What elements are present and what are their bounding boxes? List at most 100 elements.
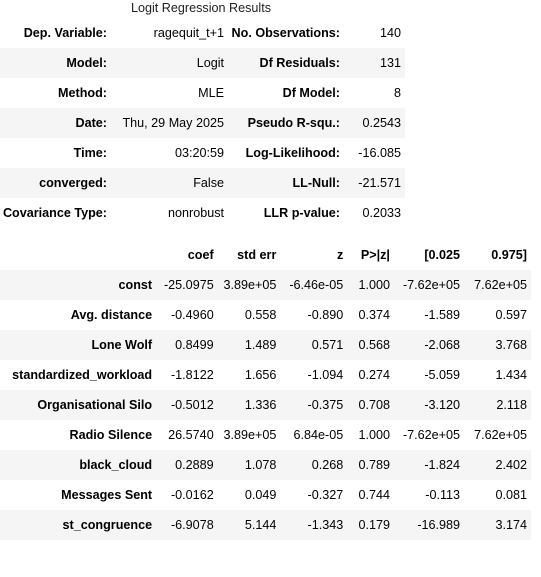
p-value: 0.179 bbox=[347, 510, 394, 540]
summary-label: Covariance Type: bbox=[2, 206, 107, 220]
ci-upper-value: 3.174 bbox=[464, 510, 531, 540]
z-value: 6.84e-05 bbox=[293, 428, 344, 442]
summary-value: 03:20:59 bbox=[174, 146, 224, 160]
summary-row: Date: Thu, 29 May 2025 Pseudo R-squ.: 0.254… bbox=[0, 108, 405, 138]
summary-row: Method: MLE Df Model: 8 bbox=[0, 78, 405, 108]
p-value: 0.374 bbox=[358, 308, 390, 322]
coef-value: -0.5012 bbox=[156, 390, 218, 420]
std-err-value: 1.078 bbox=[217, 450, 281, 480]
summary-label: LL-Null: bbox=[228, 168, 344, 198]
z-value: 0.268 bbox=[280, 450, 348, 480]
coef-row: st_congruence -6.9078 5.144 -1.343 0.179 -16.… bbox=[0, 510, 531, 540]
summary-value: ragequit_t+1 bbox=[153, 26, 224, 40]
summary-value: 8 bbox=[393, 86, 401, 100]
variable-name: Messages Sent bbox=[61, 488, 153, 502]
summary-label: Dep. Variable: bbox=[23, 26, 107, 40]
summary-row: converged: False LL-Null: -21.571 bbox=[0, 168, 405, 198]
std-err-value: 1.489 bbox=[217, 330, 281, 360]
p-value: 0.708 bbox=[347, 390, 394, 420]
summary-value: Thu, 29 May 2025 bbox=[111, 108, 228, 138]
ci-lower-value: -0.113 bbox=[425, 488, 461, 502]
summary-value: 131 bbox=[344, 48, 405, 78]
variable-name: st_congruence bbox=[0, 510, 157, 540]
ci-upper-value: 0.597 bbox=[495, 308, 527, 322]
std-err-value: 1.656 bbox=[244, 368, 277, 382]
coef-row: black_cloud 0.2889 1.078 0.268 0.789 -1.824 2.… bbox=[0, 450, 531, 480]
column-header: [0.025 bbox=[424, 248, 461, 262]
ci-lower-value: -5.059 bbox=[424, 368, 461, 382]
column-header: std err bbox=[237, 248, 277, 262]
z-value: -1.094 bbox=[307, 368, 344, 382]
summary-value: 0.2543 bbox=[344, 108, 405, 138]
variable-name: Organisational Silo bbox=[0, 390, 157, 420]
ci-upper-value: 1.434 bbox=[495, 368, 527, 382]
coef-header-row: coef std err z P>|z| [0.025 0.975] bbox=[0, 240, 531, 270]
summary-table: Dep. Variable: ragequit_t+1 No. Observatio… bbox=[0, 18, 405, 228]
ci-upper-value: 0.081 bbox=[495, 488, 527, 502]
summary-label: Model: bbox=[0, 48, 111, 78]
variable-name: const bbox=[0, 270, 157, 300]
z-value: -6.46e-05 bbox=[280, 270, 348, 300]
column-header: z bbox=[336, 248, 344, 262]
summary-value: Logit bbox=[111, 48, 228, 78]
summary-value: -16.085 bbox=[358, 146, 401, 160]
variable-name: Avg. distance bbox=[70, 308, 153, 322]
z-value: -1.343 bbox=[280, 510, 348, 540]
p-value: 0.744 bbox=[358, 488, 390, 502]
summary-label: No. Observations: bbox=[231, 26, 340, 40]
coefficient-table: coef std err z P>|z| [0.025 0.975] const -25.09… bbox=[0, 240, 531, 540]
coef-value: -0.4960 bbox=[170, 308, 214, 322]
z-value: -0.890 bbox=[307, 308, 344, 322]
ci-lower-value: -16.989 bbox=[393, 510, 465, 540]
summary-label: Df Model: bbox=[282, 86, 340, 100]
ci-upper-value: 7.62e+05 bbox=[474, 428, 527, 442]
column-header: P>|z| bbox=[360, 248, 390, 262]
summary-row: Time: 03:20:59 Log-Likelihood: -16.085 bbox=[0, 138, 405, 168]
summary-row: Covariance Type: nonrobust LLR p-value: 0.2… bbox=[0, 198, 405, 228]
summary-value: -21.571 bbox=[344, 168, 405, 198]
p-value: 1.000 bbox=[347, 270, 394, 300]
summary-label: Time: bbox=[73, 146, 107, 160]
column-header: 0.975] bbox=[491, 248, 527, 262]
coef-value: -25.0975 bbox=[156, 270, 218, 300]
coef-value: 0.2889 bbox=[156, 450, 218, 480]
z-value: 0.571 bbox=[280, 330, 348, 360]
variable-name: standardized_workload bbox=[12, 368, 153, 382]
variable-name: Radio Silence bbox=[69, 428, 153, 442]
coef-value: 26.5740 bbox=[168, 428, 214, 442]
coef-row: Lone Wolf 0.8499 1.489 0.571 0.568 -2.068 3.76… bbox=[0, 330, 531, 360]
summary-value: nonrobust bbox=[167, 206, 224, 220]
summary-row: Dep. Variable: ragequit_t+1 No. Observatio… bbox=[0, 18, 405, 48]
p-value: 1.000 bbox=[358, 428, 390, 442]
summary-value: MLE bbox=[198, 86, 224, 100]
ci-lower-value: -3.120 bbox=[393, 390, 465, 420]
summary-label: Pseudo R-squ.: bbox=[228, 108, 344, 138]
coef-value: -0.0162 bbox=[170, 488, 214, 502]
summary-label: Df Residuals: bbox=[228, 48, 344, 78]
coef-value: -1.8122 bbox=[170, 368, 214, 382]
p-value: 0.789 bbox=[347, 450, 394, 480]
column-header: coef bbox=[187, 248, 214, 262]
summary-label: Date: bbox=[0, 108, 111, 138]
std-err-value: 0.558 bbox=[244, 308, 277, 322]
summary-label: LLR p-value: bbox=[263, 206, 340, 220]
variable-name: black_cloud bbox=[0, 450, 157, 480]
ci-lower-value: -2.068 bbox=[393, 330, 465, 360]
p-value: 0.568 bbox=[347, 330, 394, 360]
std-err-value: 5.144 bbox=[217, 510, 281, 540]
coef-value: -6.9078 bbox=[156, 510, 218, 540]
ci-upper-value: 7.62e+05 bbox=[464, 270, 531, 300]
coef-row: Organisational Silo -0.5012 1.336 -0.375 0.7… bbox=[0, 390, 531, 420]
ci-upper-value: 2.402 bbox=[464, 450, 531, 480]
ci-lower-value: -1.589 bbox=[424, 308, 461, 322]
std-err-value: 0.049 bbox=[244, 488, 277, 502]
z-value: -0.375 bbox=[280, 390, 348, 420]
summary-label: Log-Likelihood: bbox=[245, 146, 340, 160]
summary-label: Method: bbox=[58, 86, 107, 100]
coef-row: Avg. distance -0.4960 0.558 -0.890 0.374 -1.5… bbox=[0, 300, 531, 330]
std-err-value: 1.336 bbox=[217, 390, 281, 420]
summary-value: 0.2033 bbox=[362, 206, 401, 220]
z-value: -0.327 bbox=[307, 488, 344, 502]
ci-lower-value: -7.62e+05 bbox=[393, 270, 465, 300]
